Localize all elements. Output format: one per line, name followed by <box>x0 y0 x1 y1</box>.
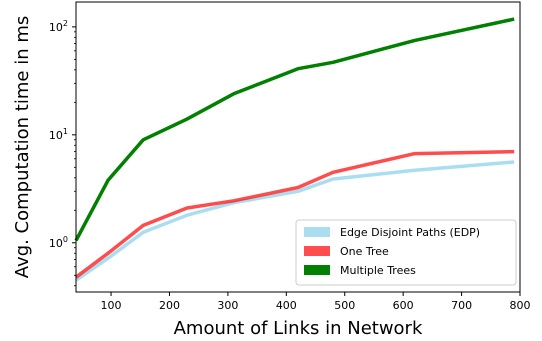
lines-layer <box>74 17 515 282</box>
legend-entry-label: Edge Disjoint Paths (EDP) <box>340 226 480 239</box>
legend-swatch <box>304 227 330 237</box>
legend-swatch <box>304 246 330 256</box>
legend: Edge Disjoint Paths (EDP) One Tree Multipl… <box>295 219 517 286</box>
x-tick-label: 700 <box>451 299 472 312</box>
x-tick-label: 100 <box>101 299 122 312</box>
y-tick-label: 102 <box>49 19 68 34</box>
x-tick-label: 300 <box>217 299 238 312</box>
series-line-1 <box>75 160 515 282</box>
plot-frame <box>75 1 521 293</box>
legend-entry-label: One Tree <box>340 245 389 258</box>
legend-swatch <box>304 265 330 275</box>
x-tick-label: 500 <box>334 299 355 312</box>
x-tick-label: 400 <box>276 299 297 312</box>
series-line-2 <box>74 149 515 279</box>
y-axis: 100 101 102 <box>49 19 76 287</box>
legend-entry-label: Multiple Trees <box>340 264 416 277</box>
legend-frame <box>295 219 517 286</box>
x-axis: 100 200 300 400 500 600 700 800 <box>101 292 531 312</box>
x-axis-label: Amount of Links in Network <box>174 318 423 339</box>
y-tick-label: 100 <box>49 235 68 250</box>
series-line-3 <box>74 17 515 242</box>
y-tick-label: 101 <box>49 127 68 142</box>
x-tick-label: 200 <box>159 299 180 312</box>
y-axis-label: Avg. Computation time in ms <box>12 16 33 278</box>
x-tick-label: 600 <box>393 299 414 312</box>
x-tick-label: 800 <box>510 299 531 312</box>
